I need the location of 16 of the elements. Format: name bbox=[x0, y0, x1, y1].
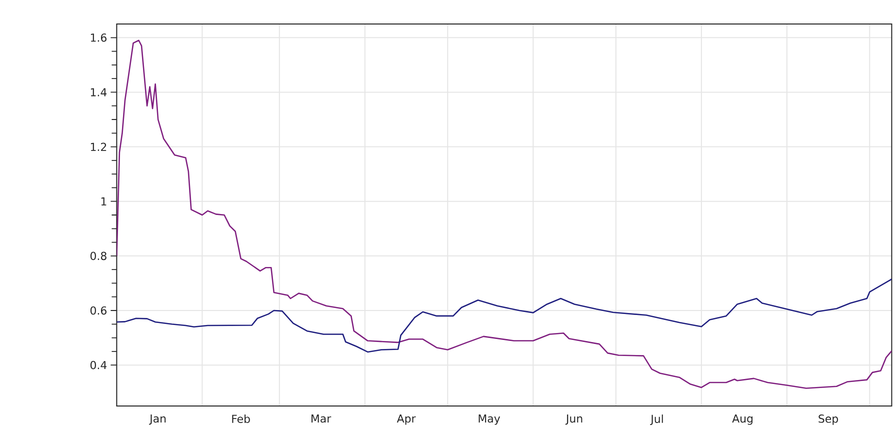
x-tick-label: Apr bbox=[396, 414, 416, 425]
x-tick-label: Jun bbox=[565, 414, 582, 425]
x-tick-label: Feb bbox=[232, 414, 250, 424]
x-tick-label: Aug bbox=[732, 414, 752, 425]
x-tick-label: Mar bbox=[312, 414, 332, 423]
x-tick-label: Sep bbox=[818, 414, 838, 425]
y-tick-label: 0.4 bbox=[90, 360, 107, 370]
y-tick-label: 1.6 bbox=[90, 34, 106, 42]
y-tick-label: 1.2 bbox=[90, 142, 106, 151]
y-tick-label: 1.4 bbox=[90, 88, 107, 96]
y-tick-label: 0.8 bbox=[90, 252, 106, 260]
y-tick-label: 0.6 bbox=[90, 306, 106, 315]
y-tick-label: 1 bbox=[101, 197, 106, 206]
x-tick-label: May bbox=[478, 414, 500, 425]
x-tick-label: Jul bbox=[650, 414, 663, 426]
x-tick-label: Jan bbox=[149, 414, 166, 425]
